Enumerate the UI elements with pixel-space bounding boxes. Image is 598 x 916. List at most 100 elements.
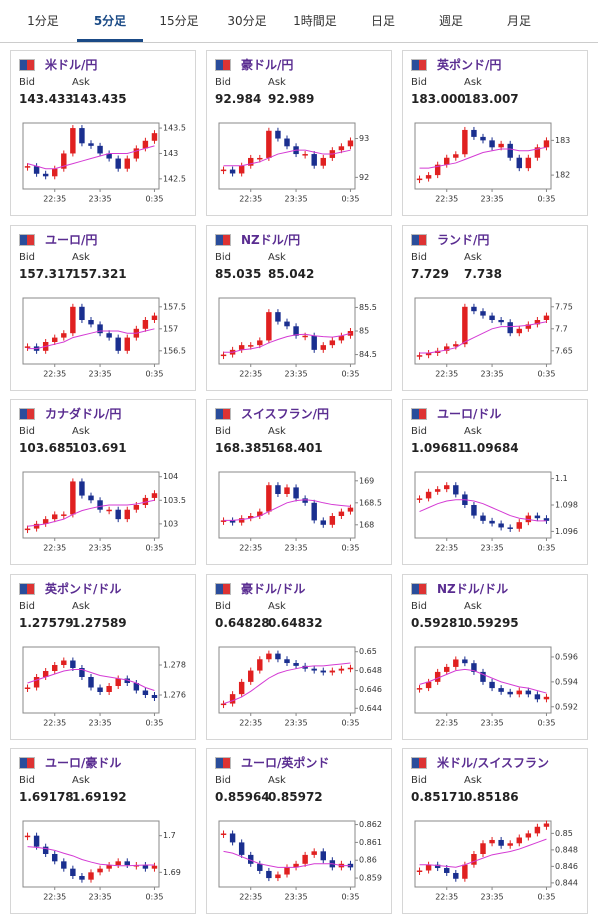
rate-card[interactable]: ユーロ/豪ドル Bid Ask 1.69178 1.69192 1.69 1.7 22:35 2…: [10, 748, 196, 914]
bid-label: Bid: [215, 77, 231, 88]
rate-card[interactable]: NZドル/円 Bid Ask 85.035 85.042 84.5 85 85.5 22:35 2…: [206, 224, 392, 391]
candle-body: [33, 166, 40, 174]
tab[interactable]: 週足: [438, 14, 463, 28]
x-tick-label: 22:35: [435, 718, 458, 727]
rate-card[interactable]: 豪ドル/ドル Bid Ask 0.64828 0.64832 0.644 0.646 0.64…: [206, 573, 392, 740]
x-tick-label: 23:35: [89, 718, 112, 727]
candle-body: [284, 321, 290, 326]
candle-body: [525, 515, 532, 523]
tab[interactable]: 15分足: [159, 14, 199, 28]
y-tick-label: 182: [555, 171, 570, 180]
x-tick-label: 23:35: [285, 718, 308, 727]
ask-value: 1.09684: [464, 441, 519, 455]
tab[interactable]: 月足: [506, 14, 531, 28]
x-tick-label: 0:35: [145, 195, 163, 204]
y-tick-label: 168: [359, 520, 374, 529]
candle-body: [52, 664, 58, 671]
x-tick-label: 23:35: [285, 195, 308, 204]
mini-chart: 0.859 0.86 0.861 0.862 22:35 23:35 0:35: [218, 820, 382, 902]
candle-body: [516, 328, 522, 333]
candle-body: [142, 865, 149, 869]
moving-average: [419, 838, 547, 868]
rate-card[interactable]: ユーロ/円 Bid Ask 157.317 157.321 156.5 157 157.5 22…: [10, 224, 196, 391]
tab[interactable]: 5分足: [77, 0, 143, 42]
candle-body: [516, 157, 522, 169]
x-tick-label: 22:35: [435, 893, 458, 902]
candle-body: [543, 140, 550, 148]
ask-label: Ask: [464, 600, 482, 612]
rate-card[interactable]: 英ポンド/ドル Bid Ask 1.27579 1.27589 1.276 1.278 22:…: [10, 573, 196, 740]
bid-value: 0.85964: [215, 790, 270, 804]
flag: [19, 59, 35, 71]
candle-body: [416, 687, 423, 690]
candle-body: [425, 352, 432, 355]
y-tick-label: 183: [555, 136, 570, 145]
bid-value: 168.385: [215, 441, 270, 455]
candle-body: [142, 690, 149, 695]
candle-body: [302, 854, 308, 864]
candle-body: [61, 514, 67, 516]
rate-card[interactable]: ユーロ/英ポンド Bid Ask 0.85964 0.85972 0.859 0.86 0.8…: [206, 748, 392, 914]
candle-body: [284, 138, 290, 147]
mini-chart: 1.276 1.278 22:35 23:35 0:35: [22, 646, 186, 727]
x-tick-label: 23:35: [89, 544, 112, 553]
candle-body: [293, 863, 299, 868]
ask-label: Ask: [268, 600, 286, 612]
ask-value: 0.64832: [268, 615, 323, 630]
x-tick-label: 22:35: [239, 369, 262, 378]
ask-value: 0.85186: [464, 790, 519, 804]
candle-body: [33, 676, 40, 687]
mini-chart: 103 103.5 104 22:35 23:35 0:35: [22, 471, 186, 553]
rate-card[interactable]: ランド/円 Bid Ask 7.729 7.738 7.65 7.7 7.75 22:35 23:…: [402, 224, 588, 391]
pair-name: NZドル/ドル: [437, 581, 509, 596]
tab[interactable]: 30分足: [227, 14, 267, 28]
candle-body: [311, 851, 317, 855]
mini-chart: 0.644 0.646 0.648 0.65 22:35 23:35 0:35: [218, 646, 382, 727]
rate-card[interactable]: NZドル/ドル Bid Ask 0.59281 0.59295 0.592 0.594 0.5…: [402, 573, 588, 740]
candle-body: [61, 153, 67, 169]
candle-body: [275, 485, 281, 494]
y-tick-label: 143: [163, 149, 178, 158]
plot-frame: [414, 297, 552, 364]
mini-chart: 168 168.5 169 22:35 23:35 0:35: [218, 471, 382, 553]
candle-body: [311, 335, 317, 350]
rate-card[interactable]: 米ドル/円 Bid Ask 143.433 143.435 142.5 143 143.5 22…: [10, 50, 196, 216]
tab-bar: 1分足 5分足 15分足 30分足 1時間足 日足 週足 月足: [0, 0, 598, 43]
candle-body: [534, 319, 541, 324]
candle-body: [480, 843, 486, 854]
rate-card[interactable]: 豪ドル/円 Bid Ask 92.984 92.989 92 93 22:35 23:35 0:3…: [206, 50, 392, 216]
candle-body: [293, 662, 299, 666]
candle-body: [106, 865, 112, 869]
candle-body: [79, 306, 85, 320]
x-tick-label: 0:35: [537, 893, 555, 902]
x-tick-label: 22:35: [239, 893, 262, 902]
candle-body: [507, 843, 513, 846]
candle-body: [338, 511, 345, 516]
mini-chart: 7.65 7.7 7.75 22:35 23:35 0:35: [414, 297, 573, 378]
tab[interactable]: 1分足: [27, 14, 59, 28]
candle-body: [329, 339, 336, 345]
flag: [215, 233, 231, 246]
tab[interactable]: 1時間足: [293, 14, 337, 28]
moving-average: [27, 327, 155, 349]
rate-card[interactable]: ユーロ/ドル Bid Ask 1.09681 1.09684 1.096 1.098 1.1 2…: [402, 399, 588, 565]
x-tick-label: 0:35: [537, 195, 555, 204]
candle-body: [516, 522, 522, 529]
rate-card[interactable]: カナダドル/円 Bid Ask 103.685 103.691 103 103.5 104 22…: [10, 399, 196, 565]
candle-body: [220, 354, 227, 356]
rate-card[interactable]: スイスフラン/円 Bid Ask 168.385 168.401 168 168.5 169 2…: [206, 399, 392, 565]
ask-label: Ask: [464, 775, 482, 786]
bid-label: Bid: [19, 77, 35, 88]
y-tick-label: 0.644: [359, 703, 382, 712]
rate-card[interactable]: 米ドル/スイスフラン Bid Ask 0.85171 0.85186 0.844 0.846…: [402, 748, 588, 914]
candle-body: [257, 511, 263, 516]
candle-body: [525, 157, 532, 169]
rate-card[interactable]: 英ポンド/円 Bid Ask 183.000 183.007 182 183 22:35 23:…: [402, 50, 588, 216]
mini-chart: 0.592 0.594 0.596 22:35 23:35 0:35: [414, 646, 578, 727]
tab[interactable]: 日足: [370, 14, 395, 28]
candle-body: [284, 487, 290, 494]
candle-body: [498, 523, 504, 528]
x-tick-label: 22:35: [435, 369, 458, 378]
candle-body: [61, 660, 67, 665]
candle-body: [79, 128, 85, 144]
